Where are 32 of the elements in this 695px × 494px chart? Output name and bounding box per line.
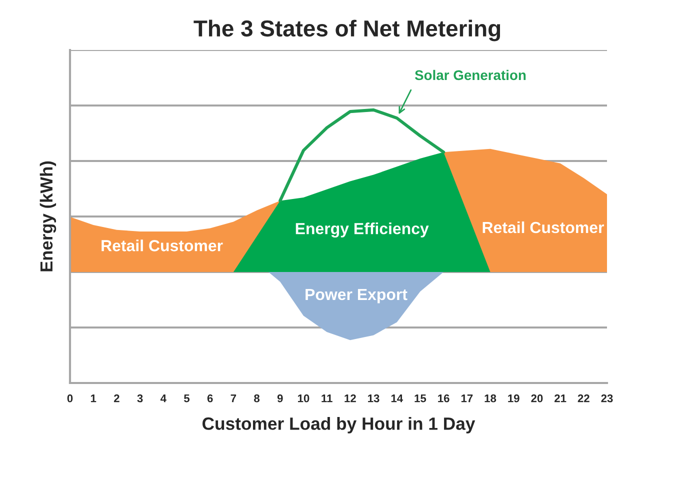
x-tick-label: 7 [230, 394, 236, 402]
x-tick-label: 0 [67, 394, 73, 402]
x-tick-label: 8 [254, 394, 260, 402]
x-tick-label: 2 [114, 394, 120, 402]
x-tick-label: 6 [207, 394, 213, 402]
x-tick-label: 4 [160, 394, 166, 402]
x-tick-label: 12 [344, 394, 356, 402]
x-tick-label: 10 [298, 394, 310, 402]
x-tick-label: 17 [461, 394, 473, 402]
series-label: Energy Efficiency [296, 222, 429, 238]
x-tick-label: 13 [368, 394, 380, 402]
x-tick-label: 23 [601, 394, 613, 402]
x-tick-label: 15 [414, 394, 426, 402]
chart-title: The 3 States of Net Metering [194, 20, 500, 42]
series-label: Power Export [306, 288, 408, 304]
x-tick-label: 22 [578, 394, 590, 402]
x-tick-label: 19 [508, 394, 520, 402]
x-tick-label: 9 [277, 394, 283, 402]
series-label: Retail Customer [482, 221, 604, 234]
x-tick-label: 11 [322, 394, 332, 402]
x-tick-label: 5 [184, 394, 190, 402]
x-tick-label: 16 [438, 394, 450, 402]
x-tick-label: 1 [90, 394, 96, 402]
x-tick-label: 3 [137, 394, 143, 402]
text: Solar Generation [414, 70, 526, 80]
x-tick-label: 20 [531, 394, 543, 402]
y-axis-title: Energy (kWh) [40, 161, 56, 272]
x-tick-label: 18 [484, 394, 496, 402]
series-label: Retail Customer [102, 240, 223, 252]
x-axis-title: Customer Load by Hour in 1 Day [202, 416, 476, 434]
x-tick-label: 14 [391, 394, 403, 402]
x-tick-label: 21 [554, 394, 566, 402]
